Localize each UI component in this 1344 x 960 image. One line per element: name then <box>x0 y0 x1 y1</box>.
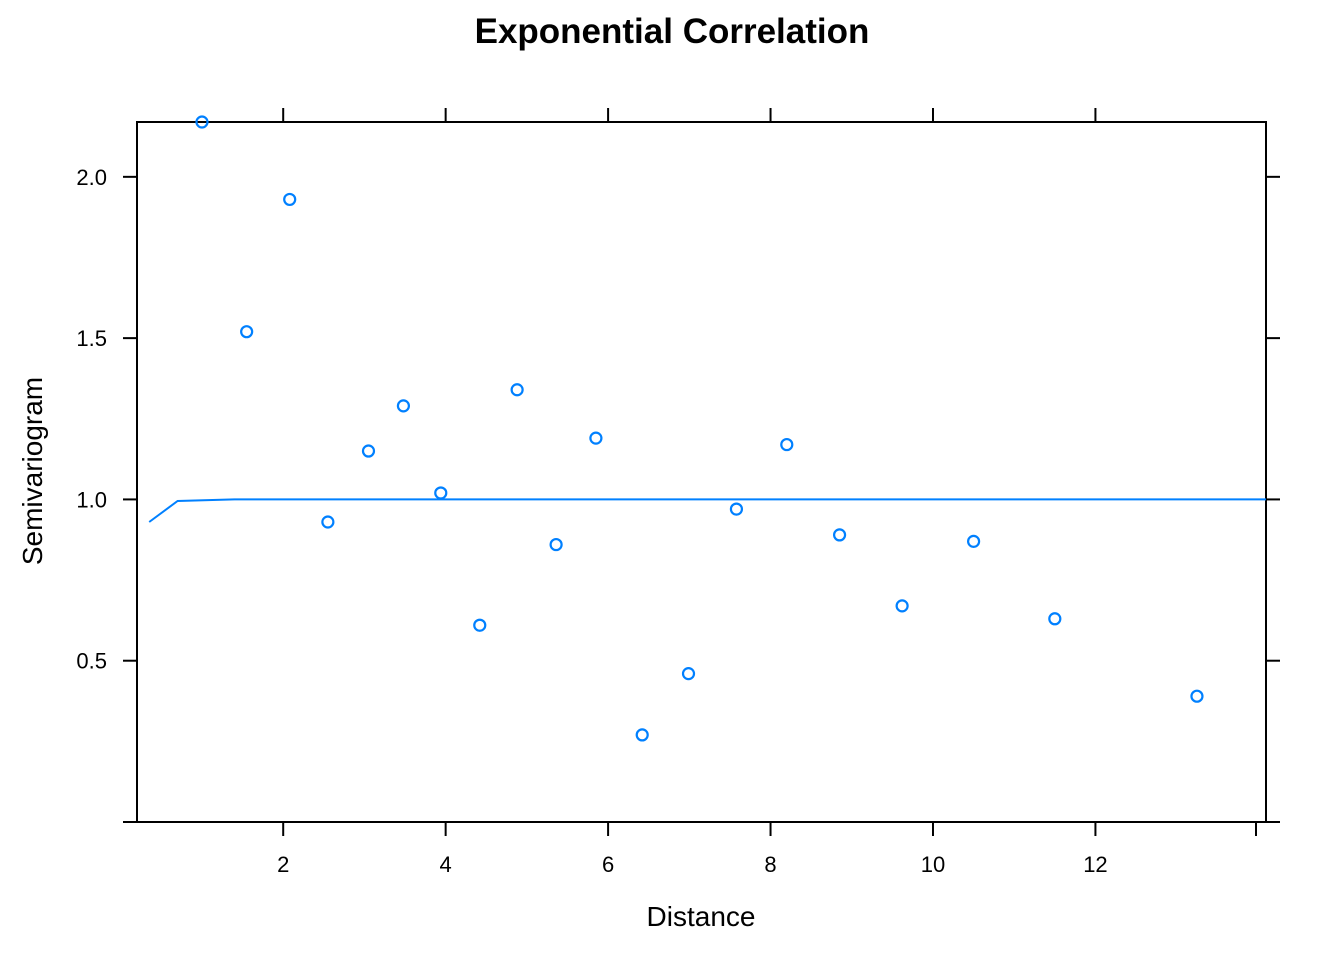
x-tick-label: 2 <box>277 852 289 877</box>
data-point <box>434 486 448 500</box>
x-tick-label: 8 <box>764 852 776 877</box>
data-point <box>1190 689 1204 703</box>
data-point <box>361 444 376 458</box>
y-axis-label: Semivariogram <box>17 377 48 565</box>
y-tick-label: 1.0 <box>76 487 107 512</box>
data-point <box>1048 612 1062 626</box>
axis-ticks: 2 4 6 8 10 12 0.5 1.0 1.5 2.0 <box>76 108 1280 877</box>
plot-frame <box>136 121 1267 823</box>
data-point <box>729 502 744 516</box>
data-point <box>780 437 794 452</box>
y-tick-label: 0.5 <box>76 649 107 674</box>
x-axis-label: Distance <box>647 901 756 932</box>
plot-area <box>148 115 1266 742</box>
y-tick-label: 2.0 <box>76 165 107 190</box>
data-point <box>195 115 209 129</box>
data-point <box>832 528 847 542</box>
data-point <box>635 728 649 742</box>
x-tick-label: 6 <box>602 852 614 877</box>
x-tick-label: 4 <box>440 852 452 877</box>
x-tick-label: 12 <box>1083 852 1107 877</box>
data-point <box>321 515 335 529</box>
data-point <box>396 399 411 413</box>
data-point <box>966 534 981 548</box>
data-point <box>473 618 487 632</box>
chart-title: Exponential Correlation <box>475 12 870 51</box>
data-point <box>681 667 696 681</box>
y-tick-label: 1.5 <box>76 326 107 351</box>
data-point <box>895 599 909 613</box>
data-point <box>283 192 297 207</box>
fitted-line <box>148 498 1266 523</box>
data-point <box>549 537 563 552</box>
data-point <box>240 325 254 339</box>
data-point <box>589 431 603 445</box>
data-point <box>510 383 524 397</box>
x-tick-label: 10 <box>921 852 945 877</box>
